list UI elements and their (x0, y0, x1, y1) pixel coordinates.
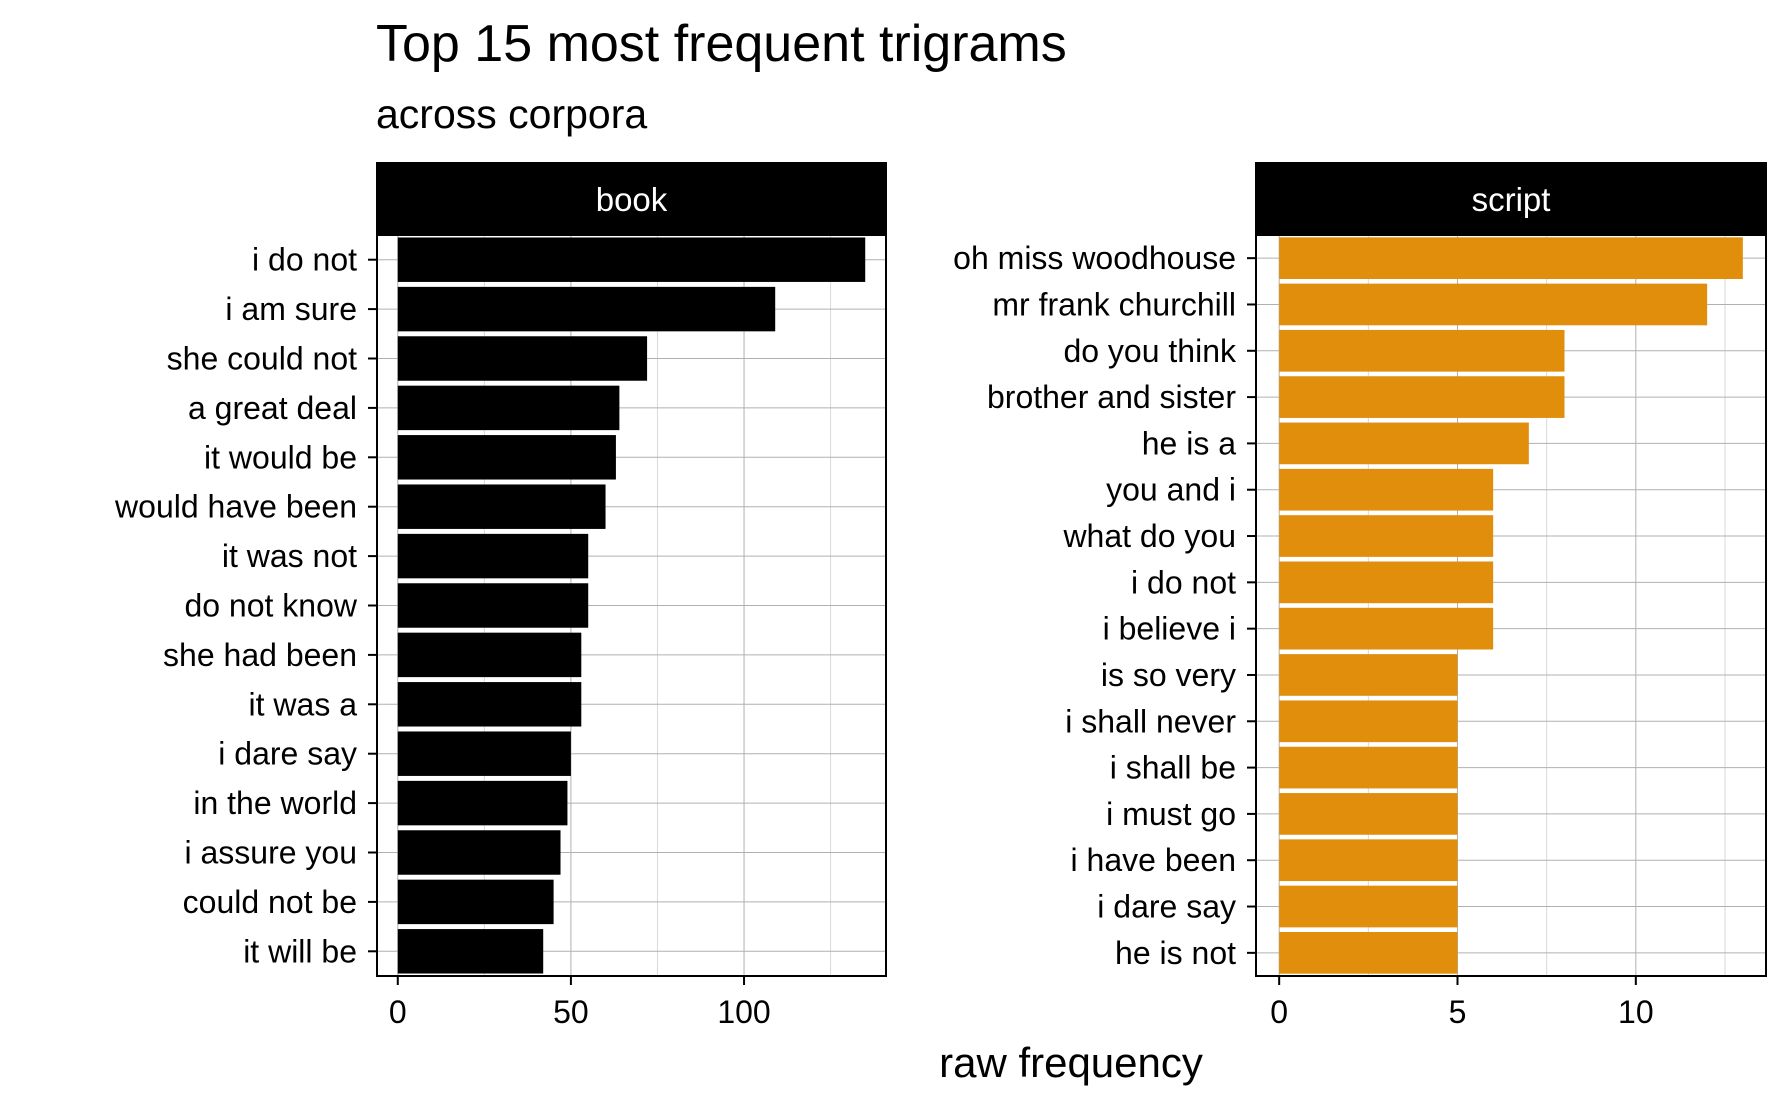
x-tick-label: 5 (1449, 994, 1467, 1030)
facet-strip (1255, 162, 1767, 236)
category-label: i do not (1131, 564, 1236, 600)
bar-script (1279, 746, 1458, 789)
category-label: a great deal (188, 390, 357, 426)
category-label: would have been (114, 489, 357, 525)
category-label: she had been (163, 637, 357, 673)
facet-strip-label: script (1472, 181, 1551, 218)
category-label: i dare say (218, 736, 357, 772)
category-label: i dare say (1097, 889, 1236, 925)
bar-book (397, 780, 568, 826)
bar-book (397, 385, 620, 431)
bar-book (397, 336, 648, 381)
category-label: i shall never (1065, 703, 1236, 739)
bar-book (397, 533, 589, 579)
category-label: oh miss woodhouse (953, 240, 1236, 276)
category-label: brother and sister (987, 379, 1236, 415)
bar-book (397, 484, 606, 529)
bar-script (1279, 237, 1743, 279)
bar-book (397, 583, 589, 628)
bar-script (1279, 654, 1458, 696)
chart-subtitle: across corpora (376, 91, 648, 137)
category-label: i must go (1106, 796, 1236, 832)
bar-book (397, 731, 571, 776)
chart-title: Top 15 most frequent trigrams (376, 15, 1067, 73)
bar-script (1279, 329, 1565, 372)
x-tick-label: 50 (553, 994, 589, 1030)
x-axis-title: raw frequency (939, 1039, 1203, 1086)
category-label: it was not (222, 538, 357, 574)
bar-book (397, 682, 582, 727)
category-label: i believe i (1103, 611, 1236, 647)
category-label: i have been (1071, 842, 1236, 878)
category-label: it was a (249, 686, 358, 722)
x-tick-label: 0 (1270, 994, 1288, 1030)
bar-book (397, 632, 582, 678)
category-label: she could not (167, 341, 357, 377)
category-label: i shall be (1110, 750, 1236, 786)
category-label: is so very (1101, 657, 1236, 693)
panel-book: book i do not i am sure she could not a grea… (114, 162, 887, 1030)
bar-book (397, 435, 616, 480)
category-label: do you think (1063, 333, 1237, 369)
category-label: what do you (1062, 518, 1236, 554)
panel-script: script oh miss woodhouse mr frank churchil… (953, 162, 1767, 1030)
bar-book (397, 286, 776, 332)
category-label: in the world (193, 785, 357, 821)
x-tick-label: 100 (717, 994, 770, 1030)
x-tick-label: 0 (389, 994, 407, 1030)
bar-script (1279, 793, 1458, 835)
bar-book (397, 879, 554, 925)
bar-script (1279, 885, 1458, 928)
category-label: mr frank churchill (992, 286, 1236, 322)
bar-script (1279, 561, 1494, 604)
facet-strip (376, 162, 887, 236)
bar-script (1279, 376, 1565, 418)
category-label: you and i (1106, 472, 1236, 508)
category-label: i assure you (184, 835, 357, 871)
category-label: it would be (204, 439, 357, 475)
category-label: i do not (252, 242, 357, 278)
category-label: he is a (1142, 425, 1236, 461)
category-label: i am sure (225, 291, 357, 327)
bar-script (1279, 283, 1708, 326)
bar-script (1279, 932, 1458, 974)
category-label: he is not (1115, 935, 1236, 971)
bar-script (1279, 422, 1529, 465)
bar-script (1279, 607, 1494, 650)
bar-book (397, 929, 544, 974)
bar-book (397, 237, 866, 282)
bar-script (1279, 839, 1458, 882)
facet-strip-label: book (596, 181, 668, 218)
bar-book (397, 830, 561, 875)
category-label: do not know (184, 588, 357, 624)
category-label: could not be (183, 884, 357, 920)
bar-script (1279, 515, 1494, 557)
bar-script (1279, 468, 1494, 511)
category-label: it will be (243, 933, 357, 969)
x-tick-label: 10 (1618, 994, 1654, 1030)
bar-script (1279, 700, 1458, 743)
